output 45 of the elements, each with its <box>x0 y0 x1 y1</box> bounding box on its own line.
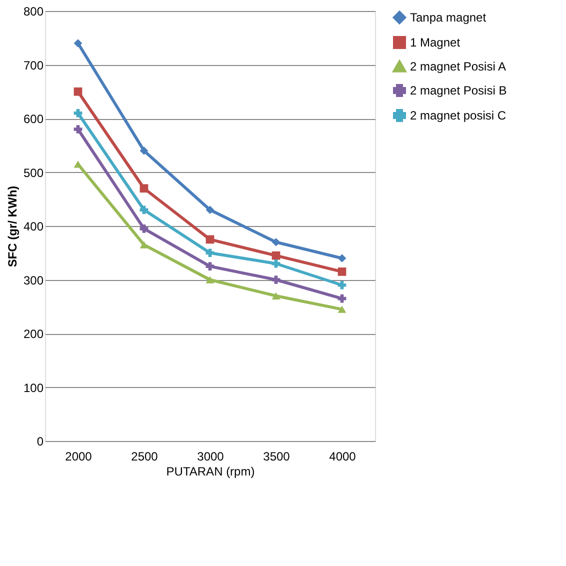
legend-label: 2 magnet posisi C <box>410 108 506 122</box>
point <box>74 108 82 118</box>
y-tick-label: 600 <box>23 112 44 126</box>
point <box>74 39 82 48</box>
y-tick-label: 300 <box>23 273 44 288</box>
y-tick-label: 700 <box>23 58 44 72</box>
point <box>206 276 214 284</box>
legend-label: Tanpa magnet <box>410 10 487 24</box>
legend-label: 1 Magnet <box>410 36 461 50</box>
point <box>206 235 214 244</box>
point <box>338 280 346 290</box>
point <box>338 254 346 262</box>
y-axis-title: SFC (gr/ KWh) <box>5 186 20 268</box>
point <box>140 241 148 248</box>
point <box>272 251 280 260</box>
point <box>74 160 82 168</box>
x-tick-label: 3500 <box>263 450 290 464</box>
x-tick-label: 2000 <box>65 450 92 464</box>
x-tick-label: 2500 <box>131 450 158 464</box>
point <box>272 292 280 300</box>
point <box>140 146 148 155</box>
point <box>140 206 148 214</box>
point <box>140 224 148 233</box>
point <box>206 248 214 258</box>
point <box>272 276 280 284</box>
y-tick-label: 500 <box>23 166 44 180</box>
point <box>338 268 346 276</box>
x-tick-label: 3000 <box>197 450 224 464</box>
point <box>140 184 148 193</box>
point <box>74 87 82 96</box>
point <box>272 259 280 268</box>
y-tick-label: 400 <box>23 220 44 234</box>
x-axis-title: PUTARAN (rpm) <box>166 464 255 478</box>
y-tick-label: 0 <box>36 434 44 448</box>
y-tick-label: 800 <box>23 4 44 18</box>
x-tick-label: 4000 <box>329 450 356 464</box>
point <box>74 125 82 134</box>
legend-label: 2 magnet Posisi A <box>410 60 506 74</box>
y-tick-label: 100 <box>23 380 44 395</box>
point <box>338 306 346 313</box>
point <box>272 238 280 246</box>
y-tick-label: 200 <box>23 327 44 341</box>
point <box>206 206 214 214</box>
point <box>206 262 214 270</box>
legend-label: 2 magnet Posisi B <box>410 84 507 98</box>
